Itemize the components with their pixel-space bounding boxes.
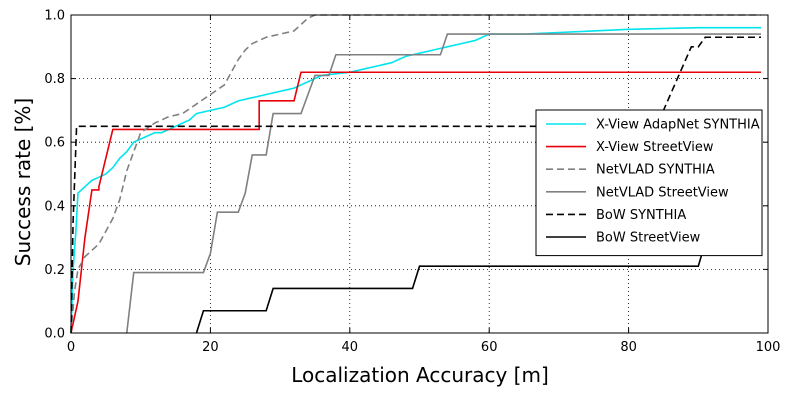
x-tick-label: 0 — [67, 340, 75, 355]
y-tick-label: 1.0 — [44, 9, 65, 24]
y-tick-label: 0.2 — [44, 263, 65, 278]
y-tick-label: 0.4 — [44, 199, 65, 214]
legend-label-x-view-streetview: X-View StreetView — [596, 140, 714, 155]
y-tick-label: 0.0 — [44, 327, 65, 342]
legend-label-bow-streetview: BoW StreetView — [596, 231, 701, 246]
axis-ticks: 0 20 40 60 80 100 0.0 0.2 0.4 0.6 0.8 1.0 — [44, 9, 780, 356]
y-axis-label: Success rate [%] — [11, 98, 35, 266]
plot-frame — [70, 14, 769, 334]
y-tick-label: 0.8 — [44, 72, 65, 87]
x-tick-label: 60 — [481, 340, 498, 355]
legend: X-View AdapNet SYNTHIA X-View StreetView N… — [535, 109, 763, 257]
y-tick-label: 0.6 — [44, 136, 65, 151]
x-tick-label: 100 — [756, 340, 781, 355]
legend-label-netvlad-streetview: NetVLAD StreetView — [596, 185, 729, 200]
series-line-netvlad-streetview — [125, 33, 762, 334]
legend-label-netvlad-synthia: NetVLAD SYNTHIA — [596, 163, 715, 178]
legend-label-x-view-adapnet-synthia: X-View AdapNet SYNTHIA — [596, 118, 760, 133]
x-tick-label: 40 — [342, 340, 359, 355]
legend-label-bow-synthia: BoW SYNTHIA — [596, 208, 686, 223]
legend-box — [535, 109, 763, 257]
series-line-x-view-streetview — [70, 71, 762, 334]
x-tick-label: 20 — [202, 340, 219, 355]
series-line-x-view-adapnet-synthia — [70, 26, 762, 334]
series-line-netvlad-synthia — [70, 14, 762, 334]
x-tick-label: 80 — [620, 340, 637, 355]
x-axis-label: Localization Accuracy [m] — [291, 363, 549, 387]
